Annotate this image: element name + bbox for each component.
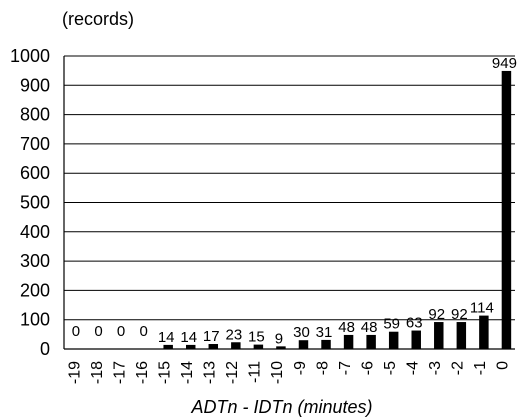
data-label: 9	[275, 330, 283, 347]
data-label: 63	[406, 315, 423, 332]
bar	[163, 344, 173, 349]
gridlines	[64, 55, 515, 321]
x-tick-label: -15	[156, 361, 173, 384]
data-label: 114	[470, 300, 494, 317]
data-label: 0	[94, 323, 102, 340]
y-tick-label: 300	[20, 251, 50, 271]
bars	[163, 70, 512, 350]
data-label: 48	[361, 319, 378, 336]
y-tick-labels: 0 100 200 300 400 500 600 700 800 900 1000	[10, 46, 50, 359]
data-label: 15	[248, 329, 265, 346]
data-label: 0	[72, 323, 80, 340]
data-label: 14	[180, 329, 197, 346]
data-label: 92	[451, 306, 468, 323]
bar	[298, 340, 309, 349]
bar	[253, 344, 264, 349]
x-tick-label: -7	[337, 361, 354, 375]
bar	[276, 346, 286, 349]
y-tick-label: 600	[20, 163, 50, 183]
y-tick-label: 400	[20, 222, 50, 242]
x-tick-label: -4	[405, 361, 422, 375]
y-tick-label: 500	[20, 193, 50, 213]
x-tick-label: -5	[382, 361, 399, 375]
data-label: 949	[492, 55, 517, 72]
y-axis-label: (records)	[62, 9, 134, 29]
x-tick-labels: -19 -18 -17 -16 -15 -14 -13 -12 -11 -10 -9 -8 -7 -6 -5…	[66, 361, 511, 384]
x-tick-label: -10	[269, 361, 286, 384]
y-tick-label: 700	[20, 134, 50, 154]
data-label: 92	[428, 306, 445, 323]
x-tick-label: -3	[427, 361, 444, 375]
data-label: 31	[316, 324, 333, 341]
data-label: 0	[117, 323, 125, 340]
y-tick-label: 800	[20, 105, 50, 125]
x-tick-label: -6	[359, 361, 376, 375]
bar	[343, 334, 354, 349]
bar	[434, 322, 444, 349]
data-label: 48	[338, 319, 355, 336]
data-label: 17	[203, 328, 220, 345]
y-tick-label: 200	[20, 280, 50, 300]
data-label: 59	[383, 316, 400, 333]
bar	[501, 70, 512, 350]
bar	[411, 330, 421, 349]
x-tick-label: -18	[89, 361, 106, 384]
x-tick-label: -1	[472, 361, 489, 375]
data-label: 30	[293, 324, 310, 341]
x-tick-label: -13	[202, 361, 219, 384]
y-tick-label: 900	[20, 75, 50, 95]
bar	[231, 342, 241, 349]
data-label: 0	[139, 323, 147, 340]
x-tick-label: -8	[314, 361, 331, 375]
x-tick-label: -11	[247, 361, 264, 383]
y-tick-label: 100	[20, 310, 50, 330]
x-tick-label: 0	[495, 361, 512, 370]
x-tick-label: -9	[292, 361, 309, 375]
bar	[185, 344, 196, 349]
x-tick-label: -14	[179, 361, 196, 384]
bar	[479, 315, 489, 349]
y-tick-label: 0	[40, 339, 50, 359]
bar	[208, 344, 219, 349]
bar	[456, 322, 467, 349]
y-tick-label: 1000	[10, 46, 50, 66]
x-tick-label: -19	[66, 361, 83, 384]
x-axis-label: ADTn - IDTn (minutes)	[190, 397, 372, 417]
data-label: 14	[158, 329, 175, 346]
x-tick-label: -16	[134, 361, 151, 384]
bar	[366, 334, 376, 349]
x-tick-label: -17	[111, 361, 128, 384]
data-label: 23	[225, 326, 242, 343]
bar	[388, 331, 399, 349]
x-tick-label: -12	[224, 361, 241, 384]
bar	[321, 339, 331, 349]
x-tick-label: -2	[450, 361, 467, 375]
